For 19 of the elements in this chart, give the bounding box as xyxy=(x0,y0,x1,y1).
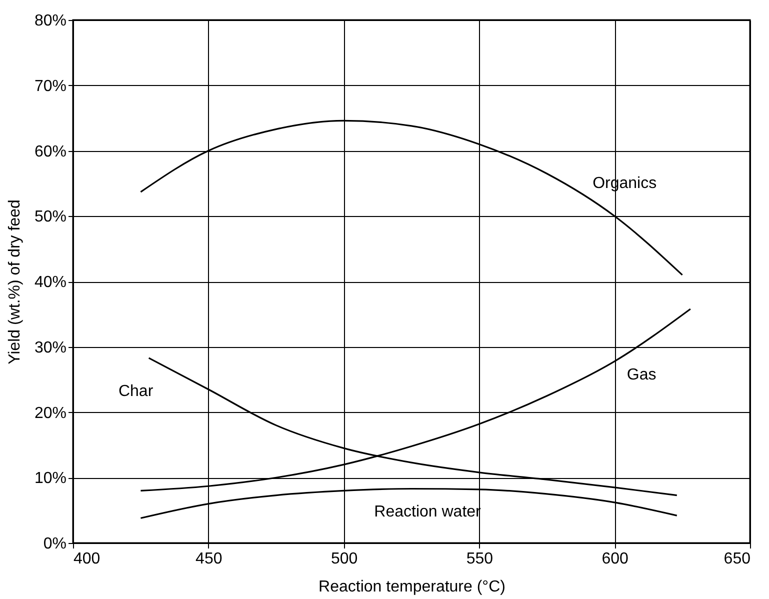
series-label: Gas xyxy=(626,366,656,384)
series-label: Char xyxy=(118,382,154,400)
x-tick-label: 600 xyxy=(602,550,629,568)
x-tick-label: 450 xyxy=(196,550,222,568)
y-tick-label: 40% xyxy=(34,274,66,291)
y-tick-label: 20% xyxy=(34,404,66,422)
y-tick-label: 50% xyxy=(34,208,66,226)
y-tick-label: 80% xyxy=(34,12,66,30)
x-axis-title: Reaction temperature (°C) xyxy=(318,578,506,596)
x-tick-label: 500 xyxy=(330,550,358,568)
y-axis-title: Yield (wt.%) of dry feed xyxy=(6,200,24,364)
y-tick-label: 60% xyxy=(34,143,66,160)
y-tick-label: 10% xyxy=(34,470,66,488)
x-tick-label: 550 xyxy=(466,550,494,568)
x-tick-label: 650 xyxy=(724,550,751,568)
x-tick-label: 400 xyxy=(74,550,100,568)
y-tick-label: 70% xyxy=(34,78,66,95)
y-tick-label: 0% xyxy=(43,536,66,552)
y-tick-label: 30% xyxy=(34,339,66,356)
